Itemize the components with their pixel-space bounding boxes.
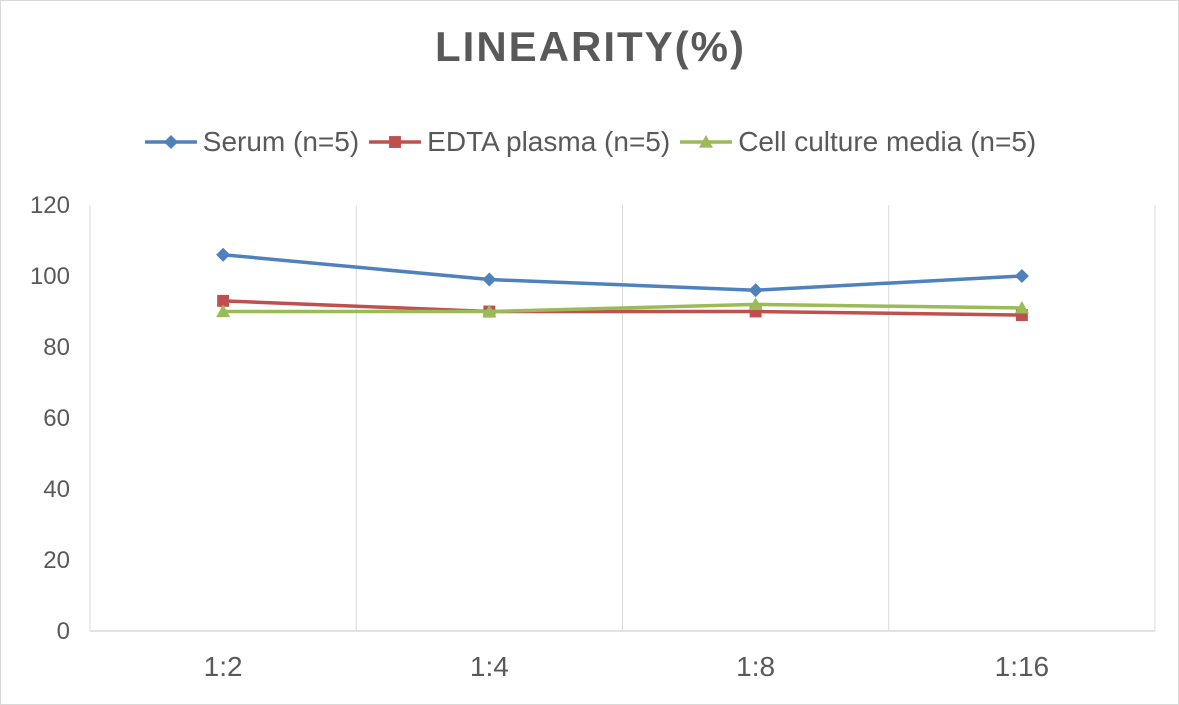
series-line-edta-plasma-n-5: [223, 299, 1022, 317]
legend-item-serum: Serum (n=5): [144, 126, 360, 158]
legend-marker: [699, 135, 714, 148]
x-tick-label: 1:2: [204, 651, 243, 682]
x-tick-label: 1:4: [470, 651, 509, 682]
x-tick-label: 1:16: [995, 651, 1050, 682]
series-line-serum-n-5: [222, 252, 1022, 292]
y-tick-label: 120: [30, 192, 70, 219]
chart-title: LINEARITY(%): [435, 23, 746, 70]
legend-marker: [389, 136, 402, 148]
series-line-cell-culture-media-n-5: [223, 302, 1022, 314]
data-point-serum-n-5: [216, 247, 231, 262]
data-point-cell-culture-media-n-5: [748, 297, 763, 310]
legend-label-serum: Serum (n=5): [202, 126, 360, 157]
legend-item-edta-plasma: EDTA plasma (n=5): [369, 126, 670, 158]
y-tick-label: 60: [43, 405, 70, 432]
legend-swatch-serum: [144, 135, 197, 149]
data-point-cell-culture-media-n-5: [482, 304, 497, 318]
y-tick-label: 0: [57, 618, 70, 645]
data-point-edta-plasma-n-5: [749, 305, 762, 318]
legend-swatch-cell-culture-media: [680, 135, 733, 148]
data-point-edta-plasma-n-5: [1015, 309, 1028, 321]
legend-marker: [163, 135, 178, 149]
chart-legend: Serum (n=5) EDTA plasma (n=5) Cell cultu…: [1, 119, 1179, 165]
y-tick-label: 40: [43, 476, 70, 503]
data-point-serum-n-5: [1014, 269, 1029, 283]
legend-item-cell-culture-media: Cell culture media (n=5): [680, 126, 1036, 158]
legend-label-edta-plasma: EDTA plasma (n=5): [427, 126, 671, 157]
y-tick-label: 100: [30, 263, 70, 290]
x-tick-label: 1:8: [736, 651, 775, 682]
y-tick-label: 80: [43, 334, 70, 361]
data-point-serum-n-5: [482, 272, 497, 287]
data-point-edta-plasma-n-5: [217, 294, 230, 307]
legend-swatch-edta-plasma: [369, 136, 422, 148]
data-point-cell-culture-media-n-5: [1014, 300, 1029, 314]
legend-label-cell-culture-media: Cell culture media (n=5): [738, 126, 1037, 157]
data-point-serum-n-5: [748, 283, 763, 298]
data-point-cell-culture-media-n-5: [216, 304, 231, 318]
y-tick-label: 20: [43, 547, 70, 574]
